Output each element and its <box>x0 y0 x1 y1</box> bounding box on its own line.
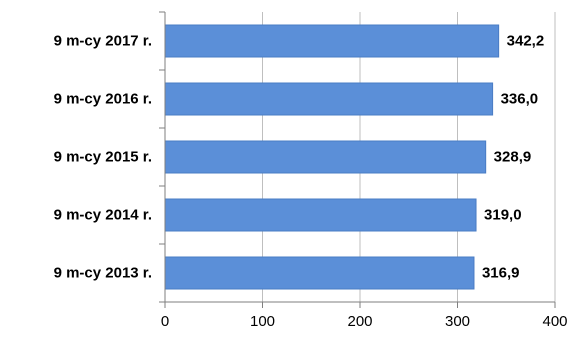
category-label: 9 m-cy 2014 r. <box>54 207 152 224</box>
x-tick-label: 0 <box>161 313 169 330</box>
bar <box>164 256 475 290</box>
x-tick-label: 300 <box>445 313 470 330</box>
bar <box>164 140 487 174</box>
category-label: 9 m-cy 2017 r. <box>54 33 152 50</box>
bar <box>164 24 500 58</box>
bars <box>164 24 500 290</box>
category-labels: 9 m-cy 2017 r. 9 m-cy 2016 r. 9 m-cy 2015 … <box>54 33 152 282</box>
x-tick-label: 200 <box>347 313 372 330</box>
category-label: 9 m-cy 2016 r. <box>54 91 152 108</box>
value-label: 336,0 <box>501 91 539 108</box>
category-label: 9 m-cy 2015 r. <box>54 149 152 166</box>
x-tick-labels: 0 100 200 300 400 <box>161 313 568 330</box>
value-label: 328,9 <box>494 149 532 166</box>
value-labels: 342,2 336,0 328,9 319,0 316,9 <box>482 33 544 282</box>
x-tick-label: 100 <box>250 313 275 330</box>
x-tick-label: 400 <box>542 313 567 330</box>
bar <box>164 198 477 232</box>
value-label: 342,2 <box>507 33 545 50</box>
category-label: 9 m-cy 2013 r. <box>54 265 152 282</box>
axes <box>159 11 556 308</box>
value-label: 319,0 <box>484 207 522 224</box>
value-label: 316,9 <box>482 265 520 282</box>
bar <box>164 82 494 116</box>
